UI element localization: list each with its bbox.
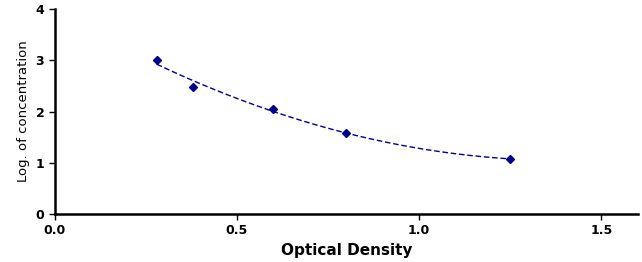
Y-axis label: Log. of concentration: Log. of concentration [17,41,30,182]
X-axis label: Optical Density: Optical Density [281,243,412,258]
